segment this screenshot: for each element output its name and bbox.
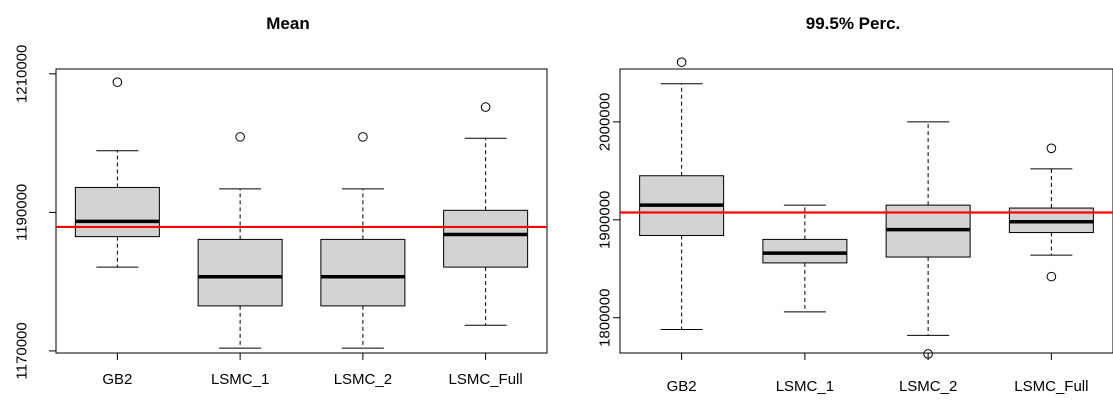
x-tick-label: GB2 xyxy=(667,378,697,395)
box-iqr xyxy=(321,239,405,305)
y-tick-label: 1190000 xyxy=(14,184,31,241)
box-iqr xyxy=(75,187,159,236)
y-tick-label: 1210000 xyxy=(14,45,31,103)
y-tick-label: 1900000 xyxy=(597,191,614,249)
x-tick-label: GB2 xyxy=(102,371,132,388)
x-tick-label: LSMC_Full xyxy=(1014,378,1088,395)
x-tick-label: LSMC_2 xyxy=(334,371,392,388)
box-iqr xyxy=(198,239,282,305)
x-tick-label: LSMC_Full xyxy=(449,371,523,388)
x-tick-label: LSMC_1 xyxy=(776,378,834,395)
box-iqr xyxy=(444,210,528,267)
chart-title: 99.5% Perc. xyxy=(806,14,901,33)
chart-title: Mean xyxy=(266,14,309,33)
box-iqr xyxy=(763,239,847,263)
y-tick-label: 2000000 xyxy=(597,93,614,151)
y-tick-label: 1170000 xyxy=(14,322,31,379)
x-tick-label: LSMC_1 xyxy=(211,371,269,388)
y-tick-label: 1800000 xyxy=(597,289,614,347)
x-tick-label: LSMC_2 xyxy=(899,378,957,395)
